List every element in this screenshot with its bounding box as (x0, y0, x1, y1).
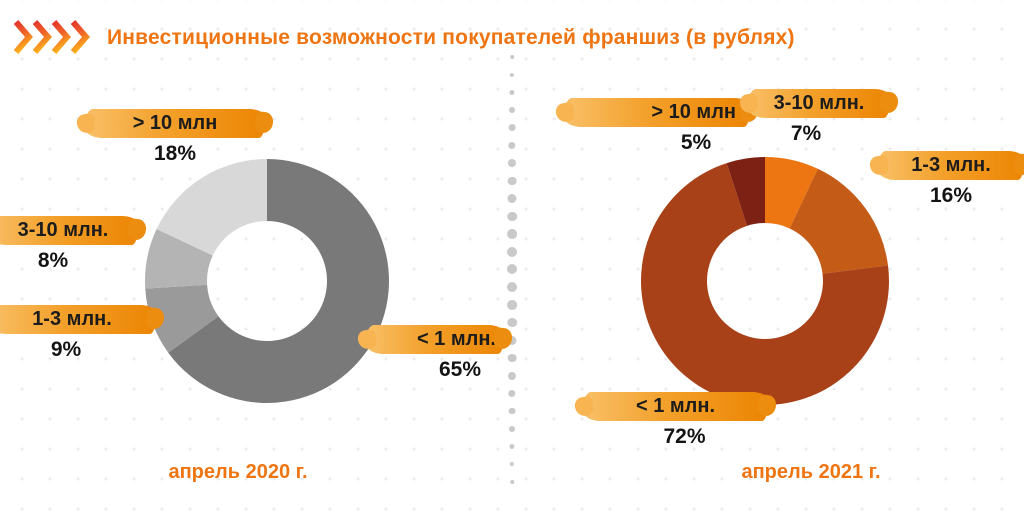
divider-dot (507, 211, 517, 222)
callout-label-highlight: > 10 млн (85, 109, 265, 138)
callout-label-highlight: > 10 млн (564, 98, 750, 127)
divider-dot (507, 176, 517, 186)
quad-chevron-right-icon (13, 20, 90, 54)
donut-chart-2021 (641, 157, 889, 405)
divider-dot (507, 229, 517, 239)
donut-segment (145, 284, 219, 353)
callout-percent: 72% (663, 425, 706, 448)
callout-percent: 7% (790, 122, 822, 145)
divider-dot (507, 299, 517, 310)
divider-dot (507, 159, 517, 168)
divider-dot (510, 480, 514, 484)
divider-dot (509, 425, 515, 432)
callout-2020-gt10mln: > 10 млн 18% (85, 109, 265, 166)
chart-caption-2021: апрель 2021 г. (741, 461, 881, 483)
callout-percent: 16% (929, 184, 973, 207)
divider-dot (507, 194, 517, 204)
divider-dot (508, 141, 516, 150)
divider-dot (507, 335, 517, 345)
callout-2021-3to10mln: 3-10 млн. 7% (748, 89, 890, 146)
callout-percent: 65% (438, 358, 482, 381)
divider-dot (507, 371, 517, 380)
callout-label: > 10 млн (651, 101, 736, 123)
callout-label-highlight: 3-10 млн. (748, 89, 890, 118)
donut-segment (726, 157, 765, 226)
donut-segment (145, 229, 213, 289)
divider-dot (509, 89, 515, 95)
divider-dot (507, 282, 517, 293)
callout-percent: 8% (37, 249, 69, 272)
divider-dot (507, 264, 517, 275)
callout-percent: 9% (50, 338, 82, 361)
callout-label-highlight: < 1 млн. (366, 325, 504, 354)
callout-2021-gt10mln: > 10 млн 5% (564, 98, 750, 155)
donut-segment (156, 159, 267, 256)
divider-dot (507, 317, 517, 328)
donut-segment (765, 157, 818, 229)
callout-label-highlight: 3-10 млн. (0, 216, 138, 245)
divider-dot (509, 107, 515, 114)
callout-label: 1-3 млн. (32, 308, 112, 330)
divider-dot (508, 124, 516, 132)
callout-2021-1to3mln: 1-3 млн. 16% (878, 151, 1024, 208)
callout-2020-3to10mln: 3-10 млн. 8% (0, 216, 138, 273)
dotted-divider (506, 55, 518, 487)
callout-percent: 18% (153, 142, 197, 165)
callout-label: 3-10 млн. (17, 219, 109, 241)
chart-caption-2020: апрель 2020 г. (168, 461, 308, 483)
callout-label-highlight: < 1 млн. (583, 392, 768, 421)
callout-label: < 1 млн. (635, 395, 716, 417)
callout-2020-1to3mln: 1-3 млн. 9% (0, 305, 156, 362)
divider-dot (510, 55, 514, 59)
divider-dot (508, 389, 516, 398)
divider-dot (509, 72, 515, 77)
donut-segment (641, 163, 889, 405)
callout-label: 1-3 млн. (911, 154, 991, 176)
callout-label: 3-10 млн. (773, 92, 865, 114)
divider-dot (508, 407, 516, 415)
callout-label-highlight: 1-3 млн. (878, 151, 1024, 180)
donut-segment (789, 168, 889, 274)
donut-chart-2020 (145, 159, 389, 403)
callout-label: < 1 млн. (416, 328, 496, 350)
callout-2021-lt1mln: < 1 млн. 72% (583, 392, 768, 449)
callout-percent: 5% (680, 131, 712, 154)
callout-label-highlight: 1-3 млн. (0, 305, 156, 334)
divider-dot (507, 353, 517, 363)
page-title: Инвестиционные возможности покупателей ф… (107, 26, 795, 49)
divider-dot (509, 461, 515, 467)
divider-dot (509, 443, 515, 449)
callout-label: > 10 млн (132, 112, 218, 134)
divider-dot (507, 246, 517, 257)
callout-2020-lt1mln: < 1 млн. 65% (366, 325, 504, 382)
donut-segment (168, 159, 389, 403)
